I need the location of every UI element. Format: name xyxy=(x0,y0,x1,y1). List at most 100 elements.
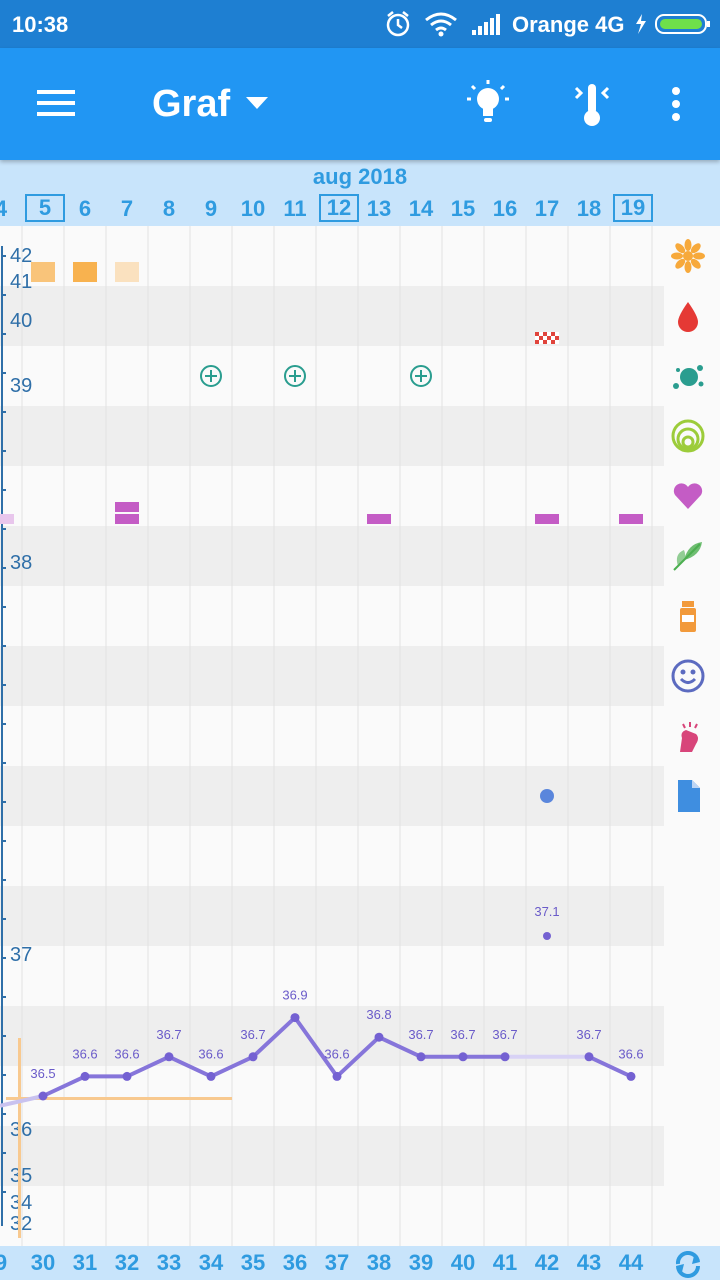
date-header: aug 2018 4 5 6 7 8 9 10 11 12 13 14 15 16 17 18 19 xyxy=(0,160,720,226)
calendar-day[interactable]: 5 xyxy=(25,194,65,222)
temperature-point xyxy=(626,1071,636,1081)
temperature-point xyxy=(416,1052,426,1062)
calendar-day[interactable]: 4 xyxy=(0,196,8,221)
temperature-label: 36.7 xyxy=(492,1027,517,1042)
y-axis-label: 42 xyxy=(10,245,32,267)
cycle-day-label: 40 xyxy=(450,1250,476,1275)
calendar-day[interactable]: 9 xyxy=(204,196,218,221)
cycle-day-label: 30 xyxy=(30,1250,56,1275)
calendar-day[interactable]: 10 xyxy=(240,196,266,221)
blood-drop-icon[interactable] xyxy=(670,298,706,334)
cycle-day-label: 34 xyxy=(198,1250,224,1275)
wifi-icon xyxy=(425,12,457,37)
y-axis-label: 32 xyxy=(10,1213,32,1235)
y-axis-label: 37 xyxy=(10,944,32,966)
temperature-label: 36.7 xyxy=(576,1027,601,1042)
plus-circle-marker xyxy=(200,365,222,387)
temperature-label: 36.6 xyxy=(618,1046,643,1061)
calendar-day[interactable]: 8 xyxy=(162,196,176,221)
temperature-label: 36.7 xyxy=(156,1027,181,1042)
line-segment xyxy=(125,1054,171,1079)
rings-icon[interactable] xyxy=(670,418,706,454)
menu-icon[interactable] xyxy=(36,88,76,118)
lightbulb-icon[interactable] xyxy=(466,78,510,126)
thermometer-icon[interactable] xyxy=(574,80,610,128)
cycle-start-line xyxy=(18,1038,21,1238)
y-axis-label: 35 xyxy=(10,1165,32,1187)
line-segment-faded xyxy=(0,1094,44,1108)
calendar-day[interactable]: 15 xyxy=(450,196,476,221)
temperature-point xyxy=(290,1013,300,1023)
document-icon[interactable] xyxy=(670,778,706,814)
temperature-point xyxy=(164,1052,174,1062)
chevron-down-icon xyxy=(246,97,269,109)
calendar-day[interactable]: 19 xyxy=(613,194,653,222)
temperature-label: 36.7 xyxy=(450,1027,475,1042)
line-segment xyxy=(167,1054,213,1079)
refresh-icon[interactable] xyxy=(672,1248,704,1280)
line-segment xyxy=(335,1035,381,1079)
period-marker xyxy=(31,262,55,282)
cycle-day-label: 31 xyxy=(72,1250,98,1275)
temperature-label: 36.8 xyxy=(366,1007,391,1022)
temperature-point xyxy=(122,1071,132,1081)
cycle-day-label: 44 xyxy=(618,1250,644,1275)
intercourse-marker xyxy=(535,514,559,524)
calendar-day[interactable]: 14 xyxy=(408,196,434,221)
calendar-day[interactable]: 6 xyxy=(78,196,92,221)
status-bar: 10:38 Orange 4G xyxy=(0,0,720,48)
period-marker xyxy=(115,262,139,282)
calendar-day[interactable]: 7 xyxy=(120,196,134,221)
grid-band xyxy=(0,886,664,946)
period-marker xyxy=(73,262,97,282)
cycle-day-label: 41 xyxy=(492,1250,518,1275)
cycle-day-label: 32 xyxy=(114,1250,140,1275)
temperature-label: 36.6 xyxy=(114,1046,139,1061)
smiley-icon[interactable] xyxy=(670,658,706,694)
temperature-label: 36.6 xyxy=(72,1046,97,1061)
intercourse-marker xyxy=(619,514,643,524)
temperature-label: 36.7 xyxy=(240,1027,265,1042)
status-time: 10:38 xyxy=(12,12,69,37)
cycle-day-label: 33 xyxy=(156,1250,182,1275)
intercourse-marker xyxy=(0,514,14,524)
month-label: aug 2018 xyxy=(312,164,408,189)
line-segment xyxy=(377,1035,423,1059)
flower-icon[interactable] xyxy=(670,238,706,274)
calendar-day[interactable]: 17 xyxy=(534,196,560,221)
cycle-day-label: 38 xyxy=(366,1250,392,1275)
medicine-bottle-icon[interactable] xyxy=(670,598,706,634)
heart-icon[interactable] xyxy=(670,478,706,514)
calendar-day[interactable]: 11 xyxy=(283,196,307,221)
cycle-day-label: 35 xyxy=(240,1250,266,1275)
grid-band xyxy=(0,526,664,586)
leaf-icon[interactable] xyxy=(670,538,706,574)
cycle-day-label: 37 xyxy=(324,1250,350,1275)
line-segment xyxy=(587,1054,633,1079)
chart-area[interactable]: 42 41 40 39 38 37 36 35 34 32 36.5 36.6 36.6 36.7 36.… xyxy=(0,226,720,1246)
plus-circle-marker xyxy=(284,365,306,387)
carrier-name: Orange 4G xyxy=(512,12,625,37)
app-title: Graf xyxy=(152,82,231,125)
line-segment xyxy=(293,1015,339,1079)
splash-icon[interactable] xyxy=(670,358,706,394)
temperature-label: 36.9 xyxy=(282,988,307,1003)
line-segment xyxy=(41,1074,87,1098)
calendar-day[interactable]: 13 xyxy=(366,196,392,221)
calendar-day[interactable]: 16 xyxy=(492,196,518,221)
calendar-day[interactable]: 12 xyxy=(319,194,359,222)
grid-band xyxy=(0,646,664,706)
view-selector[interactable]: Graf xyxy=(152,82,269,126)
more-options-icon[interactable] xyxy=(668,86,684,122)
plus-circle-marker xyxy=(410,365,432,387)
temperature-point xyxy=(500,1052,510,1062)
temperature-point xyxy=(248,1052,258,1062)
outlier-label: 37.1 xyxy=(534,904,559,919)
y-axis-label: 38 xyxy=(10,552,32,574)
y-axis-label: 40 xyxy=(10,310,32,332)
intercourse-marker xyxy=(115,502,139,512)
calendar-day[interactable]: 18 xyxy=(576,196,602,221)
intercourse-marker xyxy=(115,514,139,524)
hand-alert-icon[interactable] xyxy=(670,718,706,754)
temperature-point xyxy=(80,1071,90,1081)
